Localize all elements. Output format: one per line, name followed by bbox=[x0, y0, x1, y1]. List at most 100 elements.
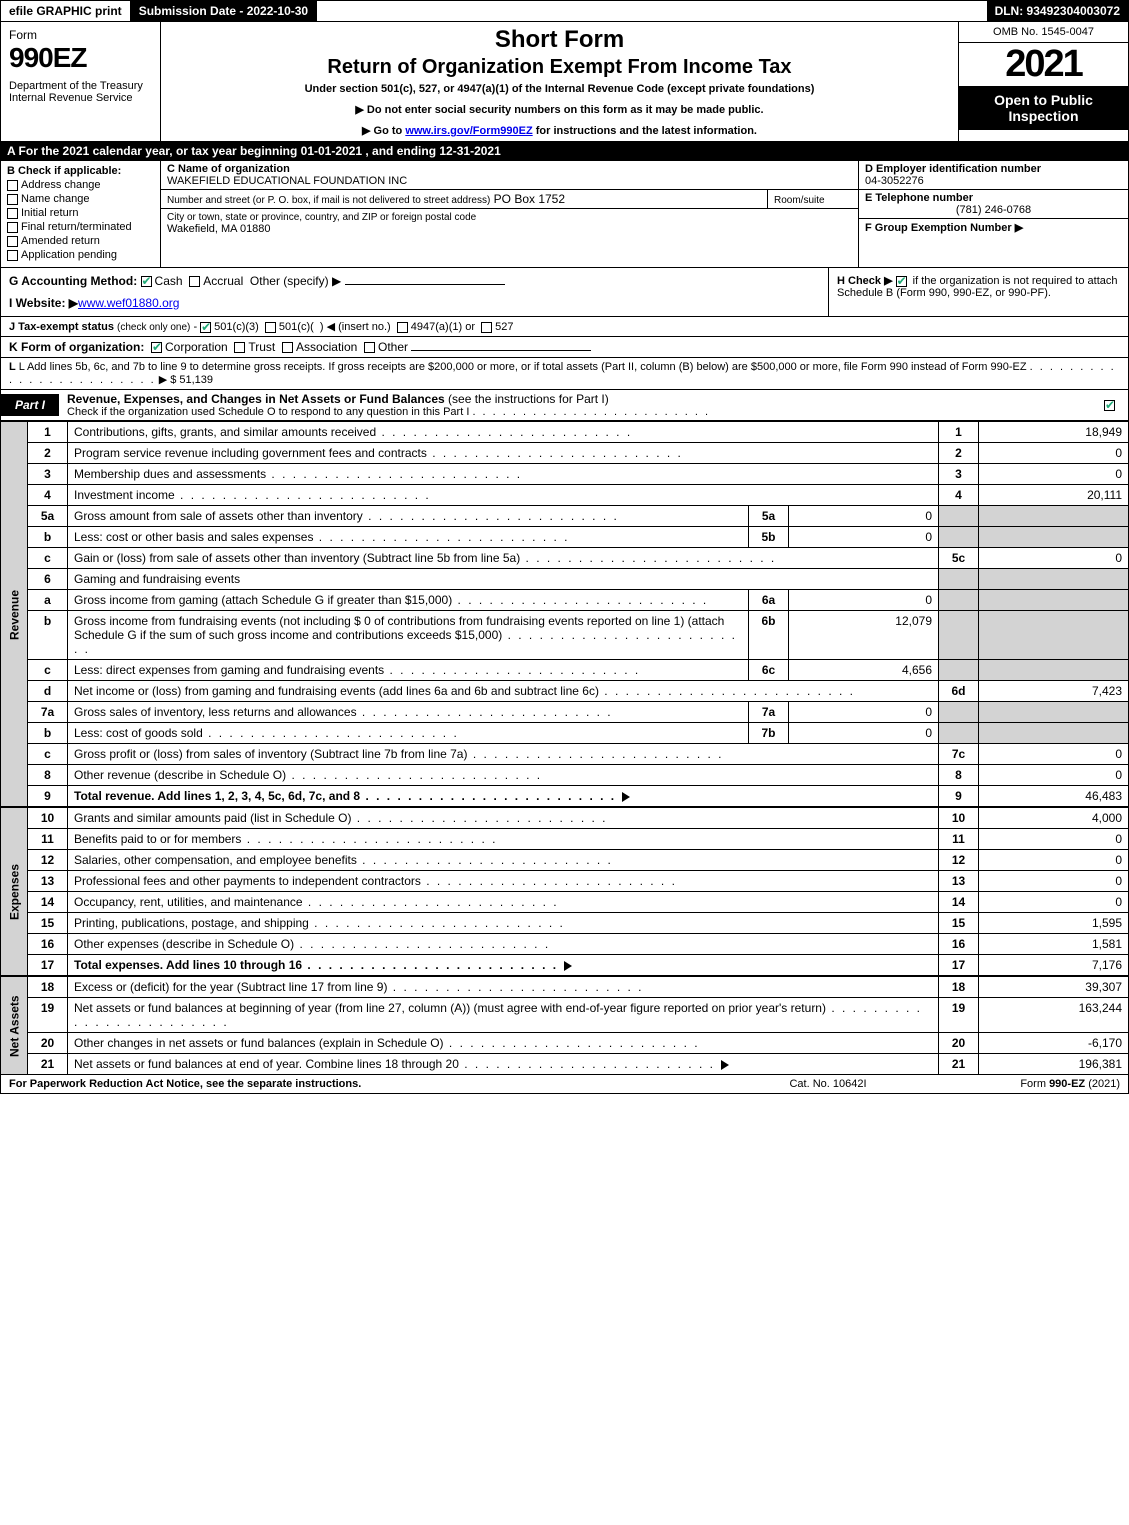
efile-label: efile GRAPHIC print bbox=[1, 1, 131, 21]
b-opt-initial[interactable]: Initial return bbox=[7, 207, 154, 219]
f-group: F Group Exemption Number ▶ bbox=[859, 219, 1128, 267]
c-name-val: WAKEFIELD EDUCATIONAL FOUNDATION INC bbox=[167, 175, 852, 187]
r-num: 21 bbox=[939, 1054, 979, 1075]
form-header: Form 990EZ Department of the Treasury In… bbox=[0, 22, 1129, 142]
val-grey bbox=[979, 723, 1129, 744]
line-desc: Net assets or fund balances at end of ye… bbox=[68, 1054, 939, 1075]
checkbox-icon bbox=[481, 322, 492, 333]
c-city-lbl: City or town, state or province, country… bbox=[167, 212, 476, 223]
bullet-2-post: for instructions and the latest informat… bbox=[533, 125, 757, 137]
g-cash: Cash bbox=[155, 274, 183, 288]
part1-tab: Part I bbox=[1, 394, 59, 416]
d-val: 04-3052276 bbox=[865, 175, 924, 187]
line-num: 16 bbox=[28, 934, 68, 955]
line-val: 196,381 bbox=[979, 1054, 1129, 1075]
topbar-spacer bbox=[317, 1, 986, 21]
b-opt-pending[interactable]: Application pending bbox=[7, 249, 154, 261]
line-num: 11 bbox=[28, 829, 68, 850]
c-street-val: PO Box 1752 bbox=[494, 192, 565, 206]
sub-num: 5a bbox=[749, 506, 789, 527]
checkbox-checked-icon bbox=[1104, 400, 1115, 411]
return-title: Return of Organization Exempt From Incom… bbox=[169, 56, 950, 79]
r-num-grey bbox=[939, 702, 979, 723]
val-grey bbox=[979, 702, 1129, 723]
part1-checkbox[interactable] bbox=[1094, 394, 1128, 416]
r-num-grey bbox=[939, 527, 979, 548]
b-opt-name[interactable]: Name change bbox=[7, 193, 154, 205]
submission-date: Submission Date - 2022-10-30 bbox=[131, 1, 317, 21]
irs-link[interactable]: www.irs.gov/Form990EZ bbox=[405, 125, 532, 137]
f-lbl: F Group Exemption Number ▶ bbox=[865, 222, 1023, 234]
line-num: 4 bbox=[28, 485, 68, 506]
section-gh: G Accounting Method: Cash Accrual Other … bbox=[0, 268, 1129, 317]
line-desc: Contributions, gifts, grants, and simila… bbox=[68, 422, 939, 443]
line-num: 21 bbox=[28, 1054, 68, 1075]
line-desc: Gaming and fundraising events bbox=[68, 569, 939, 590]
line-num: b bbox=[28, 611, 68, 660]
sub-val: 0 bbox=[789, 723, 939, 744]
line-desc: Net assets or fund balances at beginning… bbox=[68, 998, 939, 1033]
line-desc: Benefits paid to or for members bbox=[68, 829, 939, 850]
line-val: 163,244 bbox=[979, 998, 1129, 1033]
header-right: OMB No. 1545-0047 2021 Open to Public In… bbox=[958, 22, 1128, 141]
r-num: 20 bbox=[939, 1033, 979, 1054]
c-city-row: City or town, state or province, country… bbox=[161, 209, 858, 267]
line-desc: Gross income from gaming (attach Schedul… bbox=[68, 590, 749, 611]
r-num: 7c bbox=[939, 744, 979, 765]
r-num: 12 bbox=[939, 850, 979, 871]
d-ein: D Employer identification number 04-3052… bbox=[859, 161, 1128, 190]
d-lbl: D Employer identification number bbox=[865, 163, 1041, 175]
c-name-row: C Name of organization WAKEFIELD EDUCATI… bbox=[161, 161, 858, 190]
l-text: L Add lines 5b, 6c, and 7b to line 9 to … bbox=[19, 361, 1027, 373]
b-opt-final[interactable]: Final return/terminated bbox=[7, 221, 154, 233]
line-num: 9 bbox=[28, 786, 68, 807]
line-num: 6 bbox=[28, 569, 68, 590]
r-num: 17 bbox=[939, 955, 979, 976]
line-num: c bbox=[28, 744, 68, 765]
checkbox-icon bbox=[7, 208, 18, 219]
c-street-row: Number and street (or P. O. box, if mail… bbox=[161, 190, 858, 209]
b-opt-address[interactable]: Address change bbox=[7, 179, 154, 191]
row-a-text: A For the 2021 calendar year, or tax yea… bbox=[7, 144, 501, 158]
line-desc: Gross profit or (loss) from sales of inv… bbox=[68, 744, 939, 765]
k-other: Other bbox=[378, 340, 408, 354]
checkbox-checked-icon bbox=[151, 342, 162, 353]
side-label: Revenue bbox=[1, 422, 28, 807]
form-label: Form bbox=[9, 28, 152, 42]
form-number: 990EZ bbox=[9, 42, 152, 74]
line-desc: Less: cost of goods sold bbox=[68, 723, 749, 744]
line-desc: Investment income bbox=[68, 485, 939, 506]
line-desc: Gross sales of inventory, less returns a… bbox=[68, 702, 749, 723]
checkbox-icon bbox=[7, 250, 18, 261]
r-num-grey bbox=[939, 611, 979, 660]
b-opt-amended[interactable]: Amended return bbox=[7, 235, 154, 247]
k-corp: Corporation bbox=[165, 340, 228, 354]
sub-val: 0 bbox=[789, 527, 939, 548]
g-other-blank bbox=[345, 284, 505, 285]
sub-num: 7a bbox=[749, 702, 789, 723]
line-num: d bbox=[28, 681, 68, 702]
website-link[interactable]: www.wef01880.org bbox=[78, 296, 179, 310]
k-assoc: Association bbox=[296, 340, 357, 354]
header-center: Short Form Return of Organization Exempt… bbox=[161, 22, 958, 141]
line-num: c bbox=[28, 548, 68, 569]
netassets-table: Net Assets18Excess or (deficit) for the … bbox=[0, 976, 1129, 1075]
col-b: B Check if applicable: Address change Na… bbox=[1, 161, 161, 267]
checkbox-icon bbox=[234, 342, 245, 353]
line-desc: Membership dues and assessments bbox=[68, 464, 939, 485]
sub-num: 6a bbox=[749, 590, 789, 611]
r-num: 9 bbox=[939, 786, 979, 807]
line-val: 0 bbox=[979, 464, 1129, 485]
r-num-grey bbox=[939, 590, 979, 611]
line-val: -6,170 bbox=[979, 1033, 1129, 1054]
k-other-blank bbox=[411, 350, 591, 351]
k-org-row: K Form of organization: Corporation Trus… bbox=[0, 337, 1129, 358]
h-row: H Check ▶ if the organization is not req… bbox=[828, 268, 1128, 316]
line-val: 1,595 bbox=[979, 913, 1129, 934]
sub-val: 12,079 bbox=[789, 611, 939, 660]
line-num: 2 bbox=[28, 443, 68, 464]
r-num: 1 bbox=[939, 422, 979, 443]
k-lbl: K Form of organization: bbox=[9, 340, 144, 354]
line-num: b bbox=[28, 723, 68, 744]
line-desc: Other changes in net assets or fund bala… bbox=[68, 1033, 939, 1054]
